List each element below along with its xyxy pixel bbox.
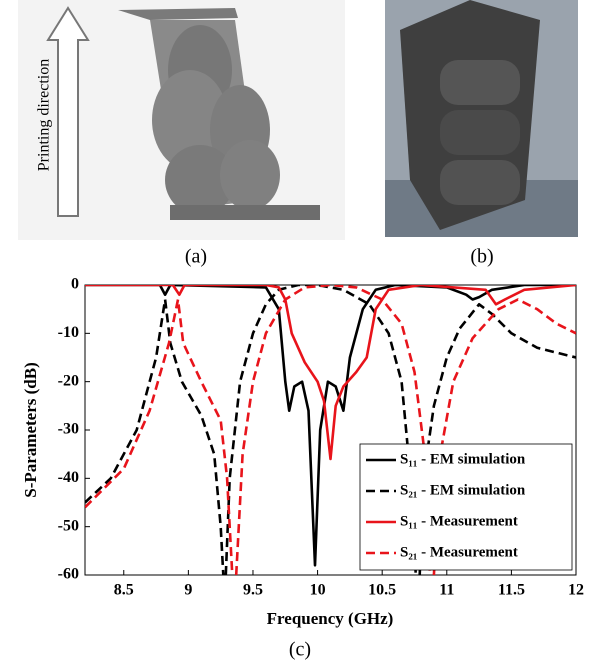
series-line bbox=[85, 285, 576, 567]
x-tick-label: 8.5 bbox=[114, 582, 134, 599]
panel-label: (b) bbox=[470, 246, 493, 268]
legend-label: S₁₁ - Measurement bbox=[400, 513, 518, 529]
y-tick-label: -50 bbox=[58, 517, 79, 534]
x-tick-label: 10 bbox=[310, 582, 326, 599]
photo-image bbox=[385, 0, 578, 237]
x-tick-label: 9 bbox=[184, 582, 192, 599]
y-tick-label: -30 bbox=[58, 421, 79, 438]
x-tick-label: 12 bbox=[568, 582, 584, 599]
y-tick-label: -60 bbox=[58, 566, 79, 583]
legend-box bbox=[359, 443, 573, 571]
legend-label: S₂₁ - Measurement bbox=[400, 544, 518, 560]
x-tick-label: 9.5 bbox=[243, 582, 263, 599]
legend-label: S₁₁ - EM simulation bbox=[400, 451, 526, 467]
series-line bbox=[85, 285, 576, 575]
y-tick-label: -40 bbox=[58, 469, 79, 486]
x-tick-label: 10.5 bbox=[368, 582, 396, 599]
x-tick-label: 11.5 bbox=[498, 582, 525, 599]
y-tick-label: -20 bbox=[58, 372, 79, 389]
panel-label: (a) bbox=[185, 246, 207, 268]
arrow-label: Printing direction bbox=[36, 59, 53, 171]
y-tick-label: -10 bbox=[58, 324, 79, 341]
legend-label: S₂₁ - EM simulation bbox=[400, 482, 526, 498]
y-tick-label: 0 bbox=[71, 276, 79, 293]
render-image: Printing direction bbox=[18, 0, 345, 240]
plot-area bbox=[85, 285, 576, 575]
series-line bbox=[85, 285, 576, 461]
panel-label: (c) bbox=[289, 639, 311, 661]
y-axis-label: S-Parameters (dB) bbox=[21, 362, 40, 498]
x-tick-label: 11 bbox=[439, 582, 454, 599]
x-axis-label: Frequency (GHz) bbox=[267, 609, 394, 628]
